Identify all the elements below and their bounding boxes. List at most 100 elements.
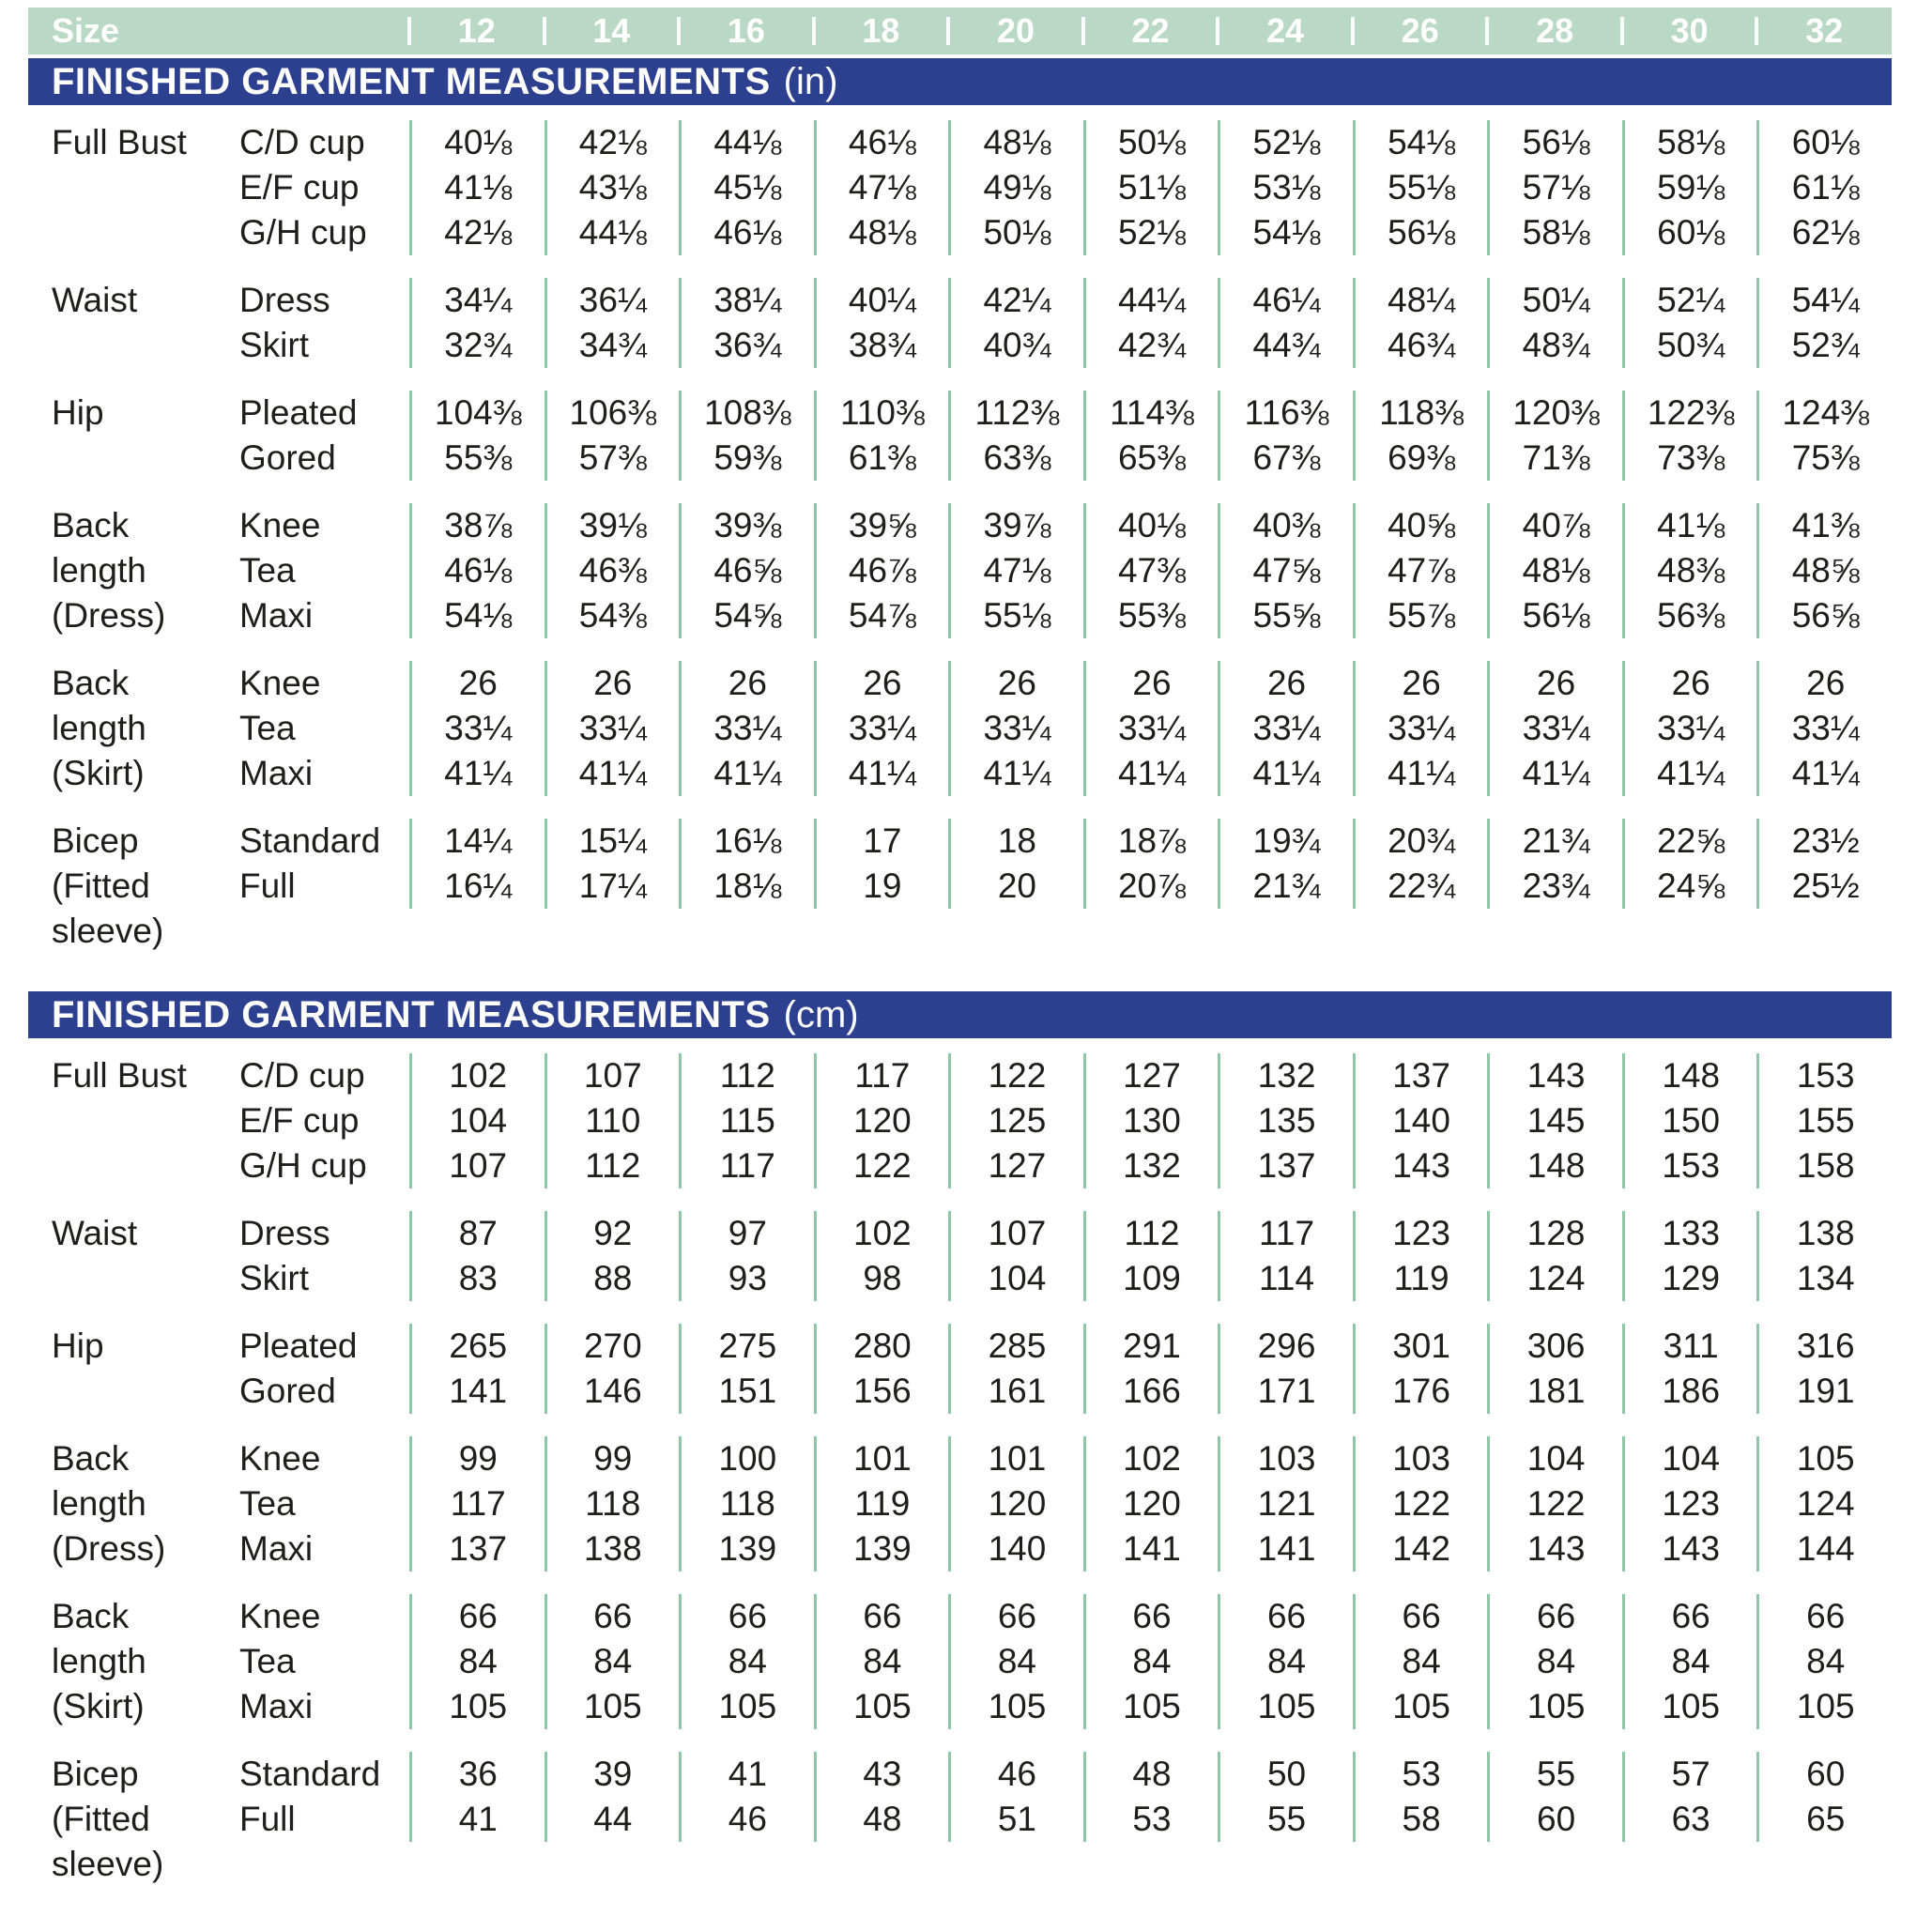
size-column: 104 122 143 bbox=[1487, 1436, 1622, 1572]
value-cell: 42⅛ bbox=[578, 123, 647, 161]
value-cell: 105 bbox=[1123, 1687, 1181, 1725]
value-cell: 58 bbox=[1402, 1800, 1441, 1838]
value-cell: 41¼ bbox=[578, 754, 647, 792]
value-cell: 18⅛ bbox=[713, 866, 782, 905]
size-column: 40¼ 38¾ bbox=[813, 278, 949, 368]
group-label-line: Back bbox=[52, 1439, 130, 1478]
value-cell: 66 bbox=[1671, 1597, 1710, 1635]
value-cell: 104 bbox=[1662, 1439, 1721, 1478]
value-cell: 84 bbox=[1806, 1642, 1846, 1680]
group-label-line: length bbox=[52, 1484, 146, 1523]
size-column: 34¼ 32¾ bbox=[409, 278, 544, 368]
value-cell: 118⅜ bbox=[1379, 393, 1464, 432]
measurement-group: Hip Pleated Gored 104⅜ 55⅜ 106⅜ 57⅜ 108⅜ 59⅜ 110⅜… bbox=[28, 391, 1892, 481]
value-cell: 138 bbox=[1796, 1214, 1855, 1252]
value-cell: 38⅞ bbox=[444, 506, 513, 544]
value-cell: 39⅞ bbox=[983, 506, 1051, 544]
measurement-sections: FINISHED GARMENT MEASUREMENTS (in) Full Bu… bbox=[0, 58, 1932, 1887]
group-label-line: sleeve) bbox=[52, 1845, 164, 1883]
variant-label: Gored bbox=[239, 438, 336, 477]
value-cell: 66 bbox=[1402, 1597, 1441, 1635]
size-column: 46⅛ 47⅛ 48⅛ bbox=[813, 120, 949, 255]
value-cell: 105 bbox=[988, 1687, 1047, 1725]
value-cell: 57 bbox=[1671, 1755, 1710, 1793]
value-cell: 61⅜ bbox=[848, 438, 916, 477]
value-cell: 105 bbox=[583, 1687, 642, 1725]
value-cell: 137 bbox=[1257, 1146, 1316, 1185]
value-cell: 270 bbox=[583, 1326, 642, 1365]
value-cell: 121 bbox=[1257, 1484, 1316, 1523]
section-banner-title: FINISHED GARMENT MEASUREMENTS bbox=[52, 993, 771, 1035]
section-banner-unit: (cm) bbox=[783, 993, 859, 1035]
value-cell: 176 bbox=[1392, 1372, 1450, 1410]
size-column: 66 84 105 bbox=[679, 1594, 814, 1729]
group-label: Back length (Dress) bbox=[28, 503, 207, 638]
value-cell: 19¾ bbox=[1252, 821, 1321, 860]
group-label: Full Bust bbox=[28, 120, 207, 255]
value-cell: 124 bbox=[1796, 1484, 1855, 1523]
size-column: 102 120 141 bbox=[1082, 1436, 1219, 1572]
size-column: 133 129 bbox=[1621, 1211, 1757, 1301]
value-cell: 101 bbox=[853, 1439, 912, 1478]
value-cell: 56⅝ bbox=[1791, 596, 1860, 635]
size-column: 55 60 bbox=[1487, 1752, 1622, 1842]
value-cell: 56⅛ bbox=[1522, 596, 1590, 635]
value-cell: 56⅛ bbox=[1388, 213, 1456, 252]
group-label: Waist bbox=[28, 278, 207, 368]
variant-labels: Dress Skirt bbox=[207, 278, 409, 368]
value-cell: 107 bbox=[449, 1146, 508, 1185]
value-cell: 33¼ bbox=[1657, 709, 1725, 747]
value-cell: 20¾ bbox=[1388, 821, 1456, 860]
variant-labels: Knee Tea Maxi bbox=[207, 1594, 409, 1729]
value-cell: 150 bbox=[1662, 1101, 1721, 1140]
value-cell: 71⅜ bbox=[1522, 438, 1590, 477]
size-column: 42¼ 40¾ bbox=[948, 278, 1083, 368]
value-cell: 54⅞ bbox=[848, 596, 916, 635]
size-header-cell: 28 bbox=[1485, 8, 1622, 54]
variant-labels: Dress Skirt bbox=[207, 1211, 409, 1301]
value-cell: 119 bbox=[1393, 1259, 1449, 1297]
value-cell: 60⅛ bbox=[1657, 213, 1725, 252]
value-cell: 33¼ bbox=[713, 709, 782, 747]
value-cell: 21¾ bbox=[1252, 866, 1321, 905]
value-cell: 46¼ bbox=[1252, 281, 1321, 319]
size-column: 103 121 141 bbox=[1218, 1436, 1353, 1572]
value-cell: 59⅜ bbox=[713, 438, 782, 477]
value-cell: 116⅜ bbox=[1244, 393, 1329, 432]
value-cell: 117 bbox=[450, 1484, 506, 1523]
size-column: 101 119 139 bbox=[813, 1436, 949, 1572]
size-column: 275 151 bbox=[679, 1324, 814, 1414]
variant-labels: Pleated Gored bbox=[207, 1324, 409, 1414]
value-cell: 48¾ bbox=[1522, 326, 1590, 364]
group-label: Waist bbox=[28, 1211, 207, 1301]
size-header-cell: 32 bbox=[1755, 8, 1892, 54]
value-cell: 54⅛ bbox=[444, 596, 513, 635]
value-cell: 122 bbox=[988, 1056, 1047, 1095]
value-cell: 122 bbox=[1526, 1484, 1586, 1523]
value-cell: 139 bbox=[718, 1529, 777, 1568]
value-cell: 56⅜ bbox=[1657, 596, 1725, 635]
value-cell: 296 bbox=[1257, 1326, 1316, 1365]
size-column: 41⅛ 48⅜ 56⅜ bbox=[1621, 503, 1757, 638]
value-cell: 102 bbox=[1123, 1439, 1181, 1478]
value-cell: 103 bbox=[1257, 1439, 1316, 1478]
size-column: 38⅞ 46⅛ 54⅛ bbox=[409, 503, 544, 638]
value-cell: 48⅜ bbox=[1657, 551, 1725, 590]
variant-labels: C/D cup E/F cup G/H cup bbox=[207, 1053, 409, 1188]
value-cell: 14¼ bbox=[444, 821, 513, 860]
value-cell: 104 bbox=[1526, 1439, 1586, 1478]
value-cell: 45⅛ bbox=[713, 168, 782, 207]
value-cell: 55⅝ bbox=[1252, 596, 1321, 635]
size-column: 285 161 bbox=[948, 1324, 1083, 1414]
value-cell: 36 bbox=[458, 1755, 498, 1793]
value-cell: 104 bbox=[449, 1101, 508, 1140]
value-cell: 55 bbox=[1266, 1800, 1307, 1838]
value-cell: 39⅝ bbox=[848, 506, 916, 544]
value-cell: 66 bbox=[1132, 1597, 1172, 1635]
group-label-line: (Dress) bbox=[52, 596, 166, 635]
value-cell: 44⅛ bbox=[578, 213, 647, 252]
value-cell: 40⅛ bbox=[444, 123, 513, 161]
value-cell: 112⅜ bbox=[974, 393, 1060, 432]
value-cell: 56⅛ bbox=[1522, 123, 1590, 161]
value-cell: 41⅜ bbox=[1791, 506, 1860, 544]
